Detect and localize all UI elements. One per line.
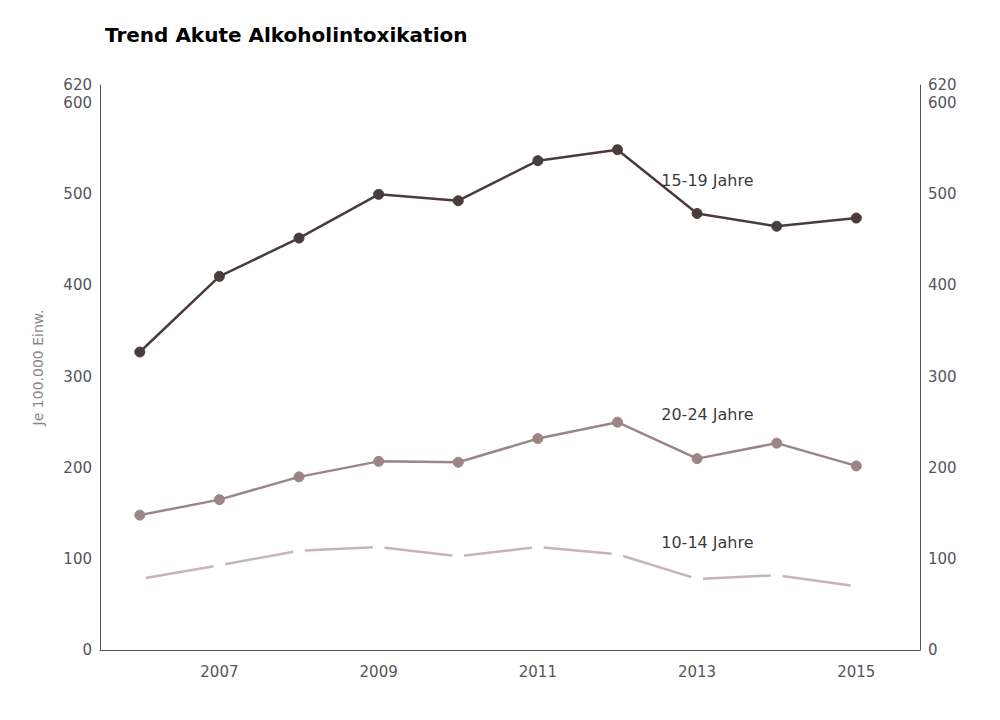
svg-text:600: 600 — [63, 94, 92, 112]
svg-text:300: 300 — [63, 368, 92, 386]
svg-text:2009: 2009 — [360, 663, 398, 681]
svg-text:2013: 2013 — [678, 663, 716, 681]
svg-text:620: 620 — [928, 76, 957, 94]
svg-text:0: 0 — [928, 641, 938, 659]
svg-text:0: 0 — [82, 641, 92, 659]
svg-text:200: 200 — [928, 459, 957, 477]
svg-text:500: 500 — [63, 185, 92, 203]
svg-text:100: 100 — [928, 550, 957, 568]
svg-text:2015: 2015 — [837, 663, 875, 681]
svg-text:Trend Akute Alkoholintoxikatio: Trend Akute Alkoholintoxikation — [105, 23, 468, 47]
svg-text:200: 200 — [63, 459, 92, 477]
svg-text:20-24 Jahre: 20-24 Jahre — [661, 405, 753, 424]
svg-text:2011: 2011 — [519, 663, 557, 681]
svg-text:2007: 2007 — [200, 663, 238, 681]
svg-text:400: 400 — [928, 276, 957, 294]
svg-text:500: 500 — [928, 185, 957, 203]
svg-text:620: 620 — [63, 76, 92, 94]
svg-text:100: 100 — [63, 550, 92, 568]
svg-text:300: 300 — [928, 368, 957, 386]
svg-text:600: 600 — [928, 94, 957, 112]
svg-text:Je 100.000 Einw.: Je 100.000 Einw. — [30, 310, 46, 427]
svg-text:15-19 Jahre: 15-19 Jahre — [661, 171, 753, 190]
svg-text:10-14 Jahre: 10-14 Jahre — [661, 533, 753, 552]
svg-text:400: 400 — [63, 276, 92, 294]
